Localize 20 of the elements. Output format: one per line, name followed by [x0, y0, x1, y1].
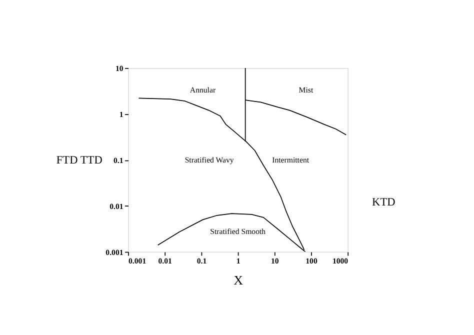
y-tick-label: 0.01 [110, 202, 124, 211]
y-tick-label: 0.1 [113, 156, 124, 165]
x-axis-title: X [234, 272, 244, 288]
y-axis-title: FTD TTD [56, 154, 102, 166]
x-tick-label: 1 [236, 256, 240, 266]
x-tick-label: 0.01 [158, 256, 172, 266]
x-tick-label: 10 [270, 256, 279, 266]
annotation: Annular [190, 86, 216, 95]
y-tick-label: 0.001 [106, 248, 124, 257]
annotation: Intermittent [272, 156, 310, 164]
annotation: Mist [298, 86, 314, 95]
y-tick-label: 1 [119, 110, 124, 119]
y-tick-label: 10 [115, 64, 124, 74]
y2-axis-title: KTD [372, 196, 396, 209]
x-tick-label: 0.001 [128, 256, 146, 266]
x-tick-label: 100 [306, 256, 318, 266]
annotation: Stratified Wavy [184, 156, 234, 164]
x-tick-label: 0.1 [196, 256, 207, 266]
annotation: Stratified Smooth [210, 227, 266, 236]
x-tick-label: 1000 [332, 256, 348, 266]
